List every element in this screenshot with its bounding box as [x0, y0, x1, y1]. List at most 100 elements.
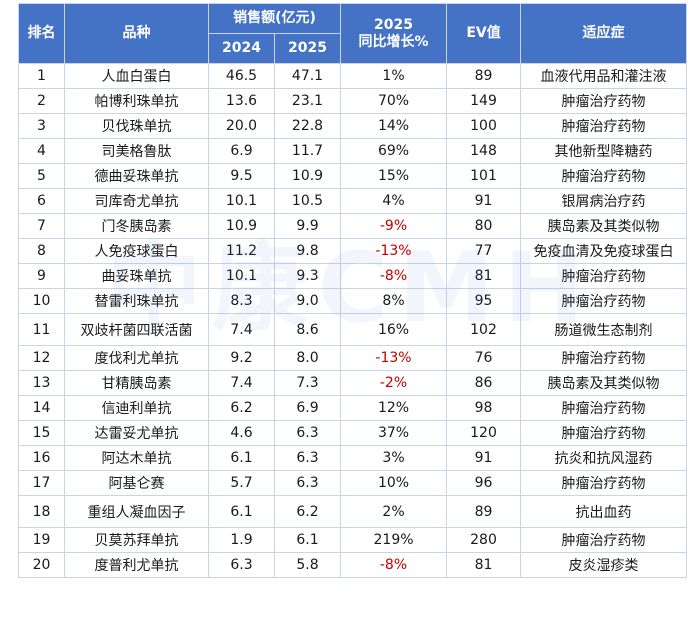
table-row: 18 重组人凝血因子 6.1 6.2 2% 89 抗出血药: [18, 495, 688, 528]
rank-cell: 19: [18, 527, 65, 553]
growth-cell: 12%: [340, 395, 448, 421]
indication-cell: 胰岛素及其类似物: [520, 370, 688, 396]
sales-2025-cell: 8.0: [273, 345, 342, 371]
name-cell: 信迪利单抗: [64, 395, 209, 421]
indication-cell: 免疫血清及免疫球蛋白: [520, 238, 688, 264]
sales-2025-cell: 6.3: [273, 445, 342, 471]
growth-cell: 2%: [340, 495, 448, 528]
sales-2025-cell: 6.3: [273, 420, 342, 446]
rank-cell: 18: [18, 495, 65, 528]
sales-2024-cell: 6.9: [208, 138, 275, 164]
sales-2024-cell: 5.7: [208, 470, 275, 496]
indication-cell: 肿瘤治疗药物: [520, 113, 688, 139]
name-cell: 曲妥珠单抗: [64, 263, 209, 289]
rank-cell: 4: [18, 138, 65, 164]
table-row: 8 人免疫球蛋白 11.2 9.8 -13% 77 免疫血清及免疫球蛋白: [18, 238, 688, 264]
growth-cell: -8%: [340, 552, 448, 578]
ev-cell: 89: [446, 495, 522, 528]
header-year-2024: 2024: [208, 33, 275, 64]
header-sales: 销售额(亿元): [207, 3, 342, 34]
indication-cell: 肿瘤治疗药物: [520, 263, 688, 289]
name-cell: 重组人凝血因子: [64, 495, 209, 528]
rank-cell: 14: [18, 395, 65, 421]
ev-cell: 91: [446, 188, 522, 214]
sales-2024-cell: 6.2: [208, 395, 275, 421]
rank-cell: 3: [18, 113, 65, 139]
sales-2024-cell: 13.6: [208, 88, 275, 114]
ev-cell: 149: [446, 88, 522, 114]
sales-2024-cell: 10.9: [208, 213, 275, 239]
ev-cell: 100: [446, 113, 522, 139]
growth-cell: 15%: [340, 163, 448, 189]
sales-2024-cell: 20.0: [208, 113, 275, 139]
ev-cell: 95: [446, 288, 522, 314]
growth-cell: 3%: [340, 445, 448, 471]
table-row: 2 帕博利珠单抗 13.6 23.1 70% 149 肿瘤治疗药物: [18, 88, 688, 114]
sales-2025-cell: 6.1: [273, 527, 342, 553]
sales-2025-cell: 6.2: [273, 495, 342, 528]
sales-2025-cell: 10.9: [273, 163, 342, 189]
rank-cell: 17: [18, 470, 65, 496]
name-cell: 阿达木单抗: [64, 445, 209, 471]
table-row: 17 阿基仑赛 5.7 6.3 10% 96 肿瘤治疗药物: [18, 470, 688, 496]
rank-cell: 5: [18, 163, 65, 189]
sales-2024-cell: 11.2: [208, 238, 275, 264]
sales-2024-cell: 7.4: [208, 313, 275, 346]
sales-2024-cell: 6.1: [208, 445, 275, 471]
table-row: 15 达雷妥尤单抗 4.6 6.3 37% 120 肿瘤治疗药物: [18, 420, 688, 446]
ev-cell: 89: [446, 63, 522, 89]
sales-2025-cell: 11.7: [273, 138, 342, 164]
ev-cell: 98: [446, 395, 522, 421]
header-year-2025: 2025: [273, 33, 342, 64]
growth-cell: -13%: [340, 345, 448, 371]
growth-cell: -8%: [340, 263, 448, 289]
rank-cell: 15: [18, 420, 65, 446]
table-row: 6 司库奇尤单抗 10.1 10.5 4% 91 银屑病治疗药: [18, 188, 688, 214]
rank-cell: 10: [18, 288, 65, 314]
sales-2024-cell: 7.4: [208, 370, 275, 396]
name-cell: 贝伐珠单抗: [64, 113, 209, 139]
table-row: 1 人血白蛋白 46.5 47.1 1% 89 血液代用品和灌注液: [18, 63, 688, 89]
rank-cell: 12: [18, 345, 65, 371]
sales-2025-cell: 5.8: [273, 552, 342, 578]
indication-cell: 肿瘤治疗药物: [520, 527, 688, 553]
indication-cell: 肿瘤治疗药物: [520, 345, 688, 371]
ev-cell: 101: [446, 163, 522, 189]
growth-cell: 70%: [340, 88, 448, 114]
sales-2024-cell: 10.1: [208, 188, 275, 214]
table-row: 16 阿达木单抗 6.1 6.3 3% 91 抗炎和抗风湿药: [18, 445, 688, 471]
table-row: 7 门冬胰岛素 10.9 9.9 -9% 80 胰岛素及其类似物: [18, 213, 688, 239]
ev-cell: 86: [446, 370, 522, 396]
sales-2025-cell: 9.9: [273, 213, 342, 239]
name-cell: 人免疫球蛋白: [64, 238, 209, 264]
name-cell: 阿基仑赛: [64, 470, 209, 496]
indication-cell: 皮炎湿疹类: [520, 552, 688, 578]
sales-2025-cell: 9.0: [273, 288, 342, 314]
name-cell: 司库奇尤单抗: [64, 188, 209, 214]
rank-cell: 7: [18, 213, 65, 239]
growth-cell: 1%: [340, 63, 448, 89]
sales-2024-cell: 9.2: [208, 345, 275, 371]
growth-cell: 8%: [340, 288, 448, 314]
ev-cell: 96: [446, 470, 522, 496]
sales-ranking-table: 排名 品种 销售额(亿元) 2025 同比增长% EV值 适应症 2024 20…: [18, 3, 688, 578]
sales-2025-cell: 6.9: [273, 395, 342, 421]
rank-cell: 9: [18, 263, 65, 289]
sales-2025-cell: 7.3: [273, 370, 342, 396]
sales-2025-cell: 6.3: [273, 470, 342, 496]
table-row: 12 度伐利尤单抗 9.2 8.0 -13% 76 肿瘤治疗药物: [18, 345, 688, 371]
ev-cell: 102: [446, 313, 522, 346]
growth-cell: 10%: [340, 470, 448, 496]
sales-2025-cell: 9.8: [273, 238, 342, 264]
name-cell: 替雷利珠单抗: [64, 288, 209, 314]
sales-2025-cell: 22.8: [273, 113, 342, 139]
table-row: 13 甘精胰岛素 7.4 7.3 -2% 86 胰岛素及其类似物: [18, 370, 688, 396]
indication-cell: 胰岛素及其类似物: [520, 213, 688, 239]
name-cell: 度伐利尤单抗: [64, 345, 209, 371]
rank-cell: 11: [18, 313, 65, 346]
indication-cell: 抗出血药: [520, 495, 688, 528]
name-cell: 门冬胰岛素: [64, 213, 209, 239]
growth-cell: 4%: [340, 188, 448, 214]
name-cell: 贝莫苏拜单抗: [64, 527, 209, 553]
indication-cell: 其他新型降糖药: [520, 138, 688, 164]
